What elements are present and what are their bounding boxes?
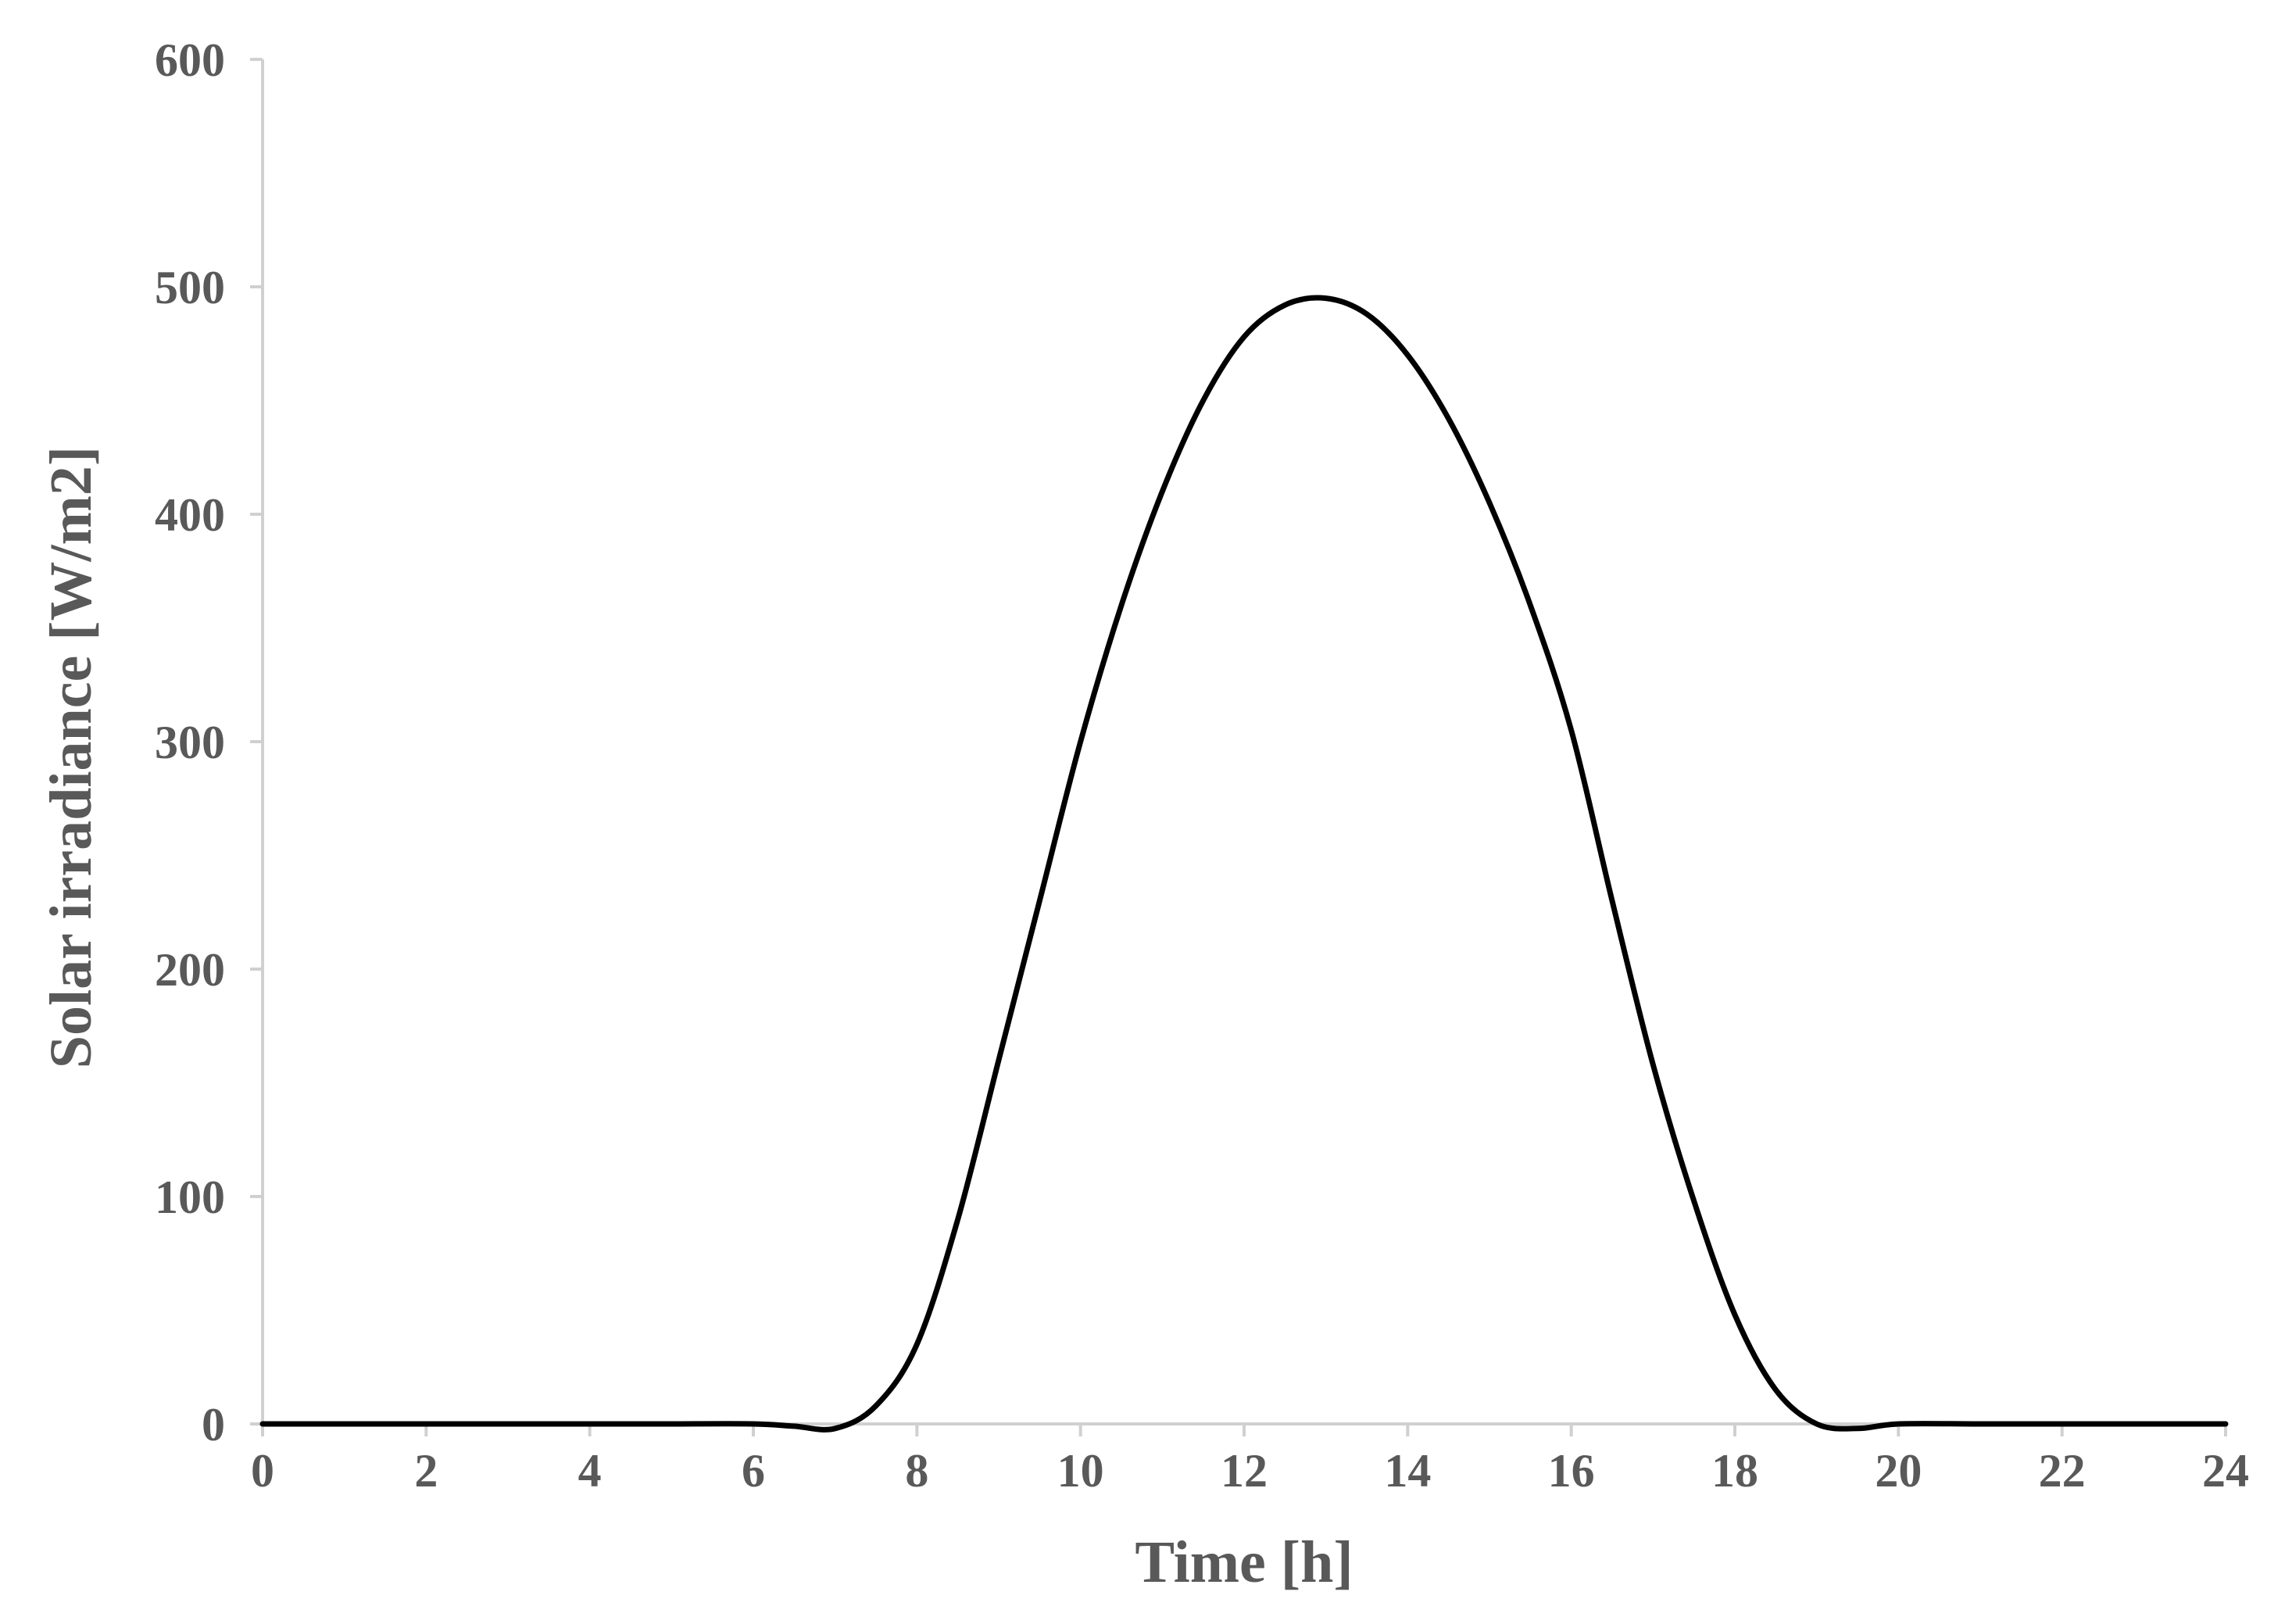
y-axis-title: Solar irradiance [W/m2] <box>38 446 104 1068</box>
y-tick-label: 0 <box>202 1399 225 1451</box>
y-tick-label: 300 <box>155 717 225 768</box>
x-tick-label: 10 <box>1057 1445 1104 1497</box>
axes <box>261 59 2226 1425</box>
y-tick-label: 500 <box>155 262 225 313</box>
x-tick-label: 14 <box>1384 1445 1431 1497</box>
x-tick-label: 6 <box>742 1445 765 1497</box>
y-axis-ticks: 0 100 200 300 400 500 600 <box>155 34 263 1451</box>
y-tick-label: 200 <box>155 944 225 996</box>
x-tick-label: 20 <box>1875 1445 1922 1497</box>
x-axis-ticks: 0 2 4 6 8 10 12 14 16 18 20 22 24 <box>251 1424 2249 1497</box>
y-tick-label: 600 <box>155 34 225 86</box>
x-tick-label: 2 <box>414 1445 438 1497</box>
x-tick-label: 4 <box>578 1445 602 1497</box>
y-tick-label: 100 <box>155 1171 225 1223</box>
series-layer <box>259 295 2229 1433</box>
series-line-0 <box>259 295 2229 1433</box>
x-tick-label: 8 <box>905 1445 928 1497</box>
x-tick-label: 22 <box>2039 1445 2086 1497</box>
x-tick-label: 0 <box>251 1445 274 1497</box>
x-tick-label: 12 <box>1221 1445 1268 1497</box>
x-tick-label: 24 <box>2202 1445 2249 1497</box>
x-axis-title: Time [h] <box>1135 1529 1353 1595</box>
y-tick-label: 400 <box>155 489 225 541</box>
x-tick-label: 16 <box>1548 1445 1595 1497</box>
x-tick-label: 18 <box>1711 1445 1758 1497</box>
